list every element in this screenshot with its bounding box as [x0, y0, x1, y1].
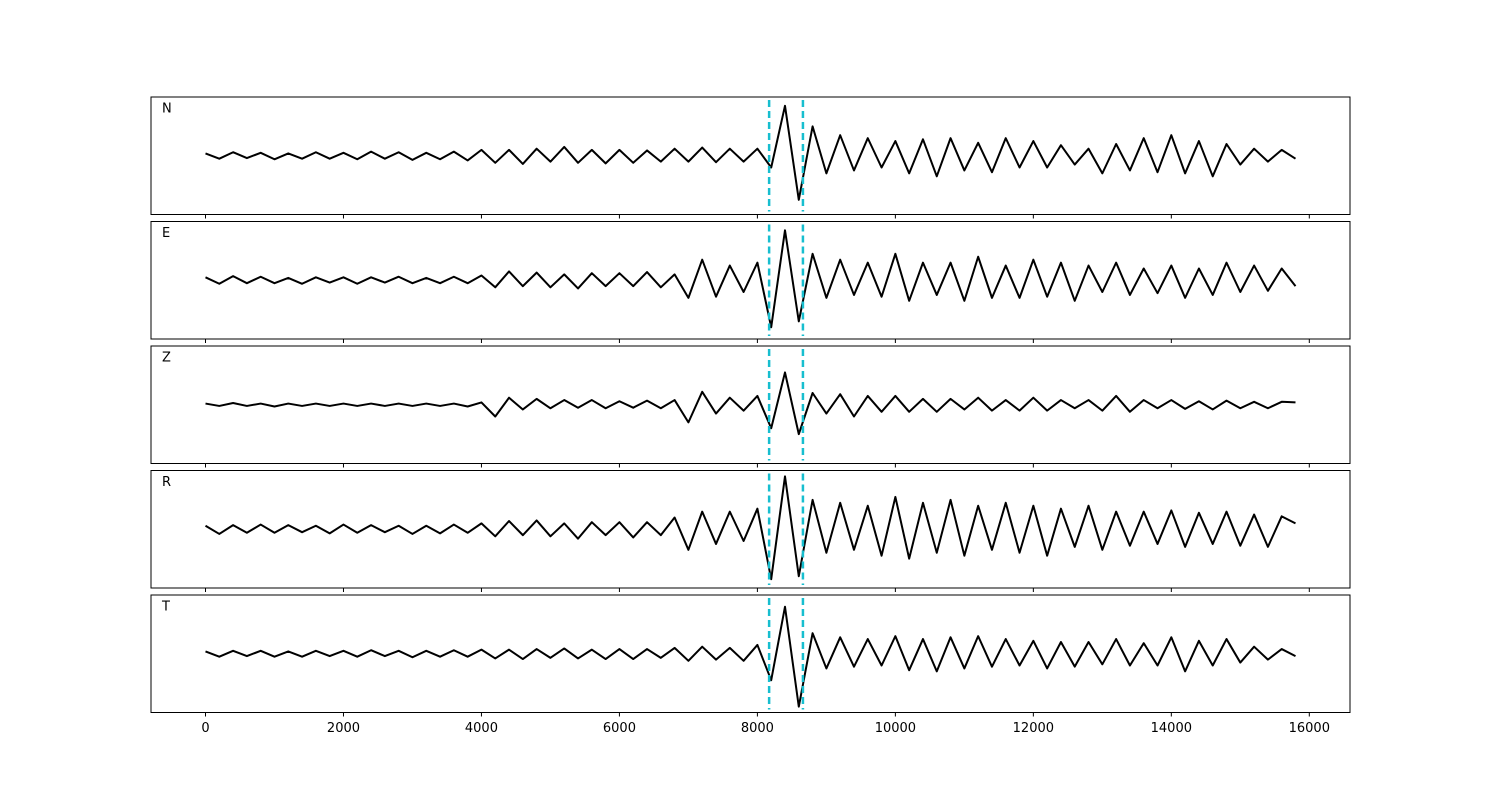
x-tick-label: 14000: [1151, 721, 1192, 736]
panel-label: N: [162, 102, 172, 117]
panel-frame: [150, 594, 1351, 713]
panel-label: E: [162, 226, 170, 241]
panel-label: R: [162, 475, 171, 490]
trace: [205, 229, 1297, 329]
x-tick-label: 4000: [465, 721, 498, 736]
x-tick-label: 2000: [327, 721, 360, 736]
panel-label: T: [161, 600, 170, 615]
x-tick-label: 12000: [1013, 721, 1054, 736]
trace: [205, 605, 1296, 708]
panel-frame: [150, 470, 1351, 589]
trace: [205, 371, 1296, 436]
trace: [205, 104, 1297, 201]
x-tick-label: 6000: [603, 721, 636, 736]
x-tick-label: 8000: [741, 721, 774, 736]
trace: [204, 475, 1296, 581]
x-tick-label: 10000: [875, 721, 916, 736]
panel-frame: [150, 221, 1351, 340]
x-tick-label: 0: [201, 721, 209, 736]
panel-label: Z: [162, 351, 171, 366]
x-tick-label: 16000: [1289, 721, 1330, 736]
panel-frame: [150, 345, 1351, 464]
panel-frame: [150, 96, 1351, 215]
